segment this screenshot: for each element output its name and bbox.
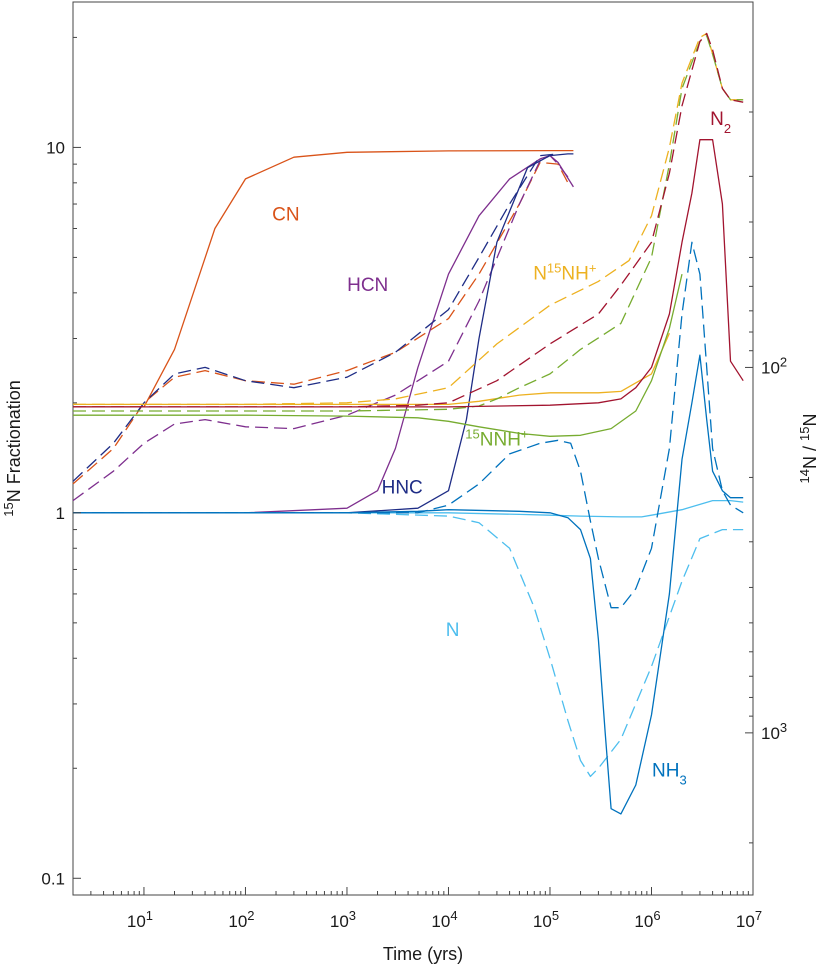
label-n2: N2 <box>710 109 731 135</box>
series-line-15nnh-solid <box>73 273 683 437</box>
x-tick-label: 105 <box>533 908 559 932</box>
series-line-n2-solid <box>73 139 744 408</box>
series-line-hcn-solid <box>73 154 574 514</box>
right-tick-label: 102 <box>761 354 787 378</box>
series-line-cn-dashed <box>72 161 569 485</box>
label-n15nh: N15NH+ <box>533 260 596 285</box>
series-layer <box>72 32 744 815</box>
x-tick-label: 101 <box>127 908 153 932</box>
plot-border <box>72 1 754 896</box>
series-line-n15nh-dashed <box>73 32 744 406</box>
label-cn: CN <box>272 205 299 226</box>
label-hnc: HNC <box>382 477 423 498</box>
label-nh3: NH3 <box>652 760 687 787</box>
label-n: N <box>446 620 460 641</box>
x-tick-label: 107 <box>736 908 762 932</box>
y-tick-label: 1 <box>56 504 65 523</box>
y-axis-title: 15N Fractionation <box>1 380 25 517</box>
right-axis-title: 14N / 15N <box>797 414 821 484</box>
y-tick-label: 0.1 <box>41 869 65 888</box>
series-line-n-dashed <box>73 512 744 778</box>
x-tick-label: 102 <box>228 908 254 932</box>
series-line-hcn-dashed <box>72 154 569 502</box>
right-tick-label: 103 <box>761 719 787 743</box>
series-line-nh3-solid <box>73 354 744 815</box>
x-axis-title: Time (yrs) <box>383 944 463 964</box>
series-line-cn-solid <box>73 149 574 408</box>
x-tick-label: 103 <box>330 908 356 932</box>
axis-ticks: 101 102 103 104 105 106 107 0.1 1 10 102 103 <box>41 1 787 932</box>
x-tick-label: 106 <box>634 908 660 932</box>
series-line-nh3-dashed <box>73 241 744 609</box>
series-line-15nnh-dashed <box>73 35 744 412</box>
series-labels: CN HCN N15NH+ N2 15NNH+ HNC N NH3 <box>272 109 731 787</box>
series-line-n15nh-solid <box>73 333 670 406</box>
series-line-hnc-solid <box>73 153 574 514</box>
series-line-hnc-dashed <box>72 153 559 482</box>
label-15nnh: 15NNH+ <box>465 426 528 451</box>
label-hcn: HCN <box>347 275 388 296</box>
plot-frame <box>72 1 754 896</box>
x-tick-label: 104 <box>431 908 457 932</box>
series-line-n2-dashed <box>73 32 744 408</box>
y-tick-label: 10 <box>46 138 65 157</box>
